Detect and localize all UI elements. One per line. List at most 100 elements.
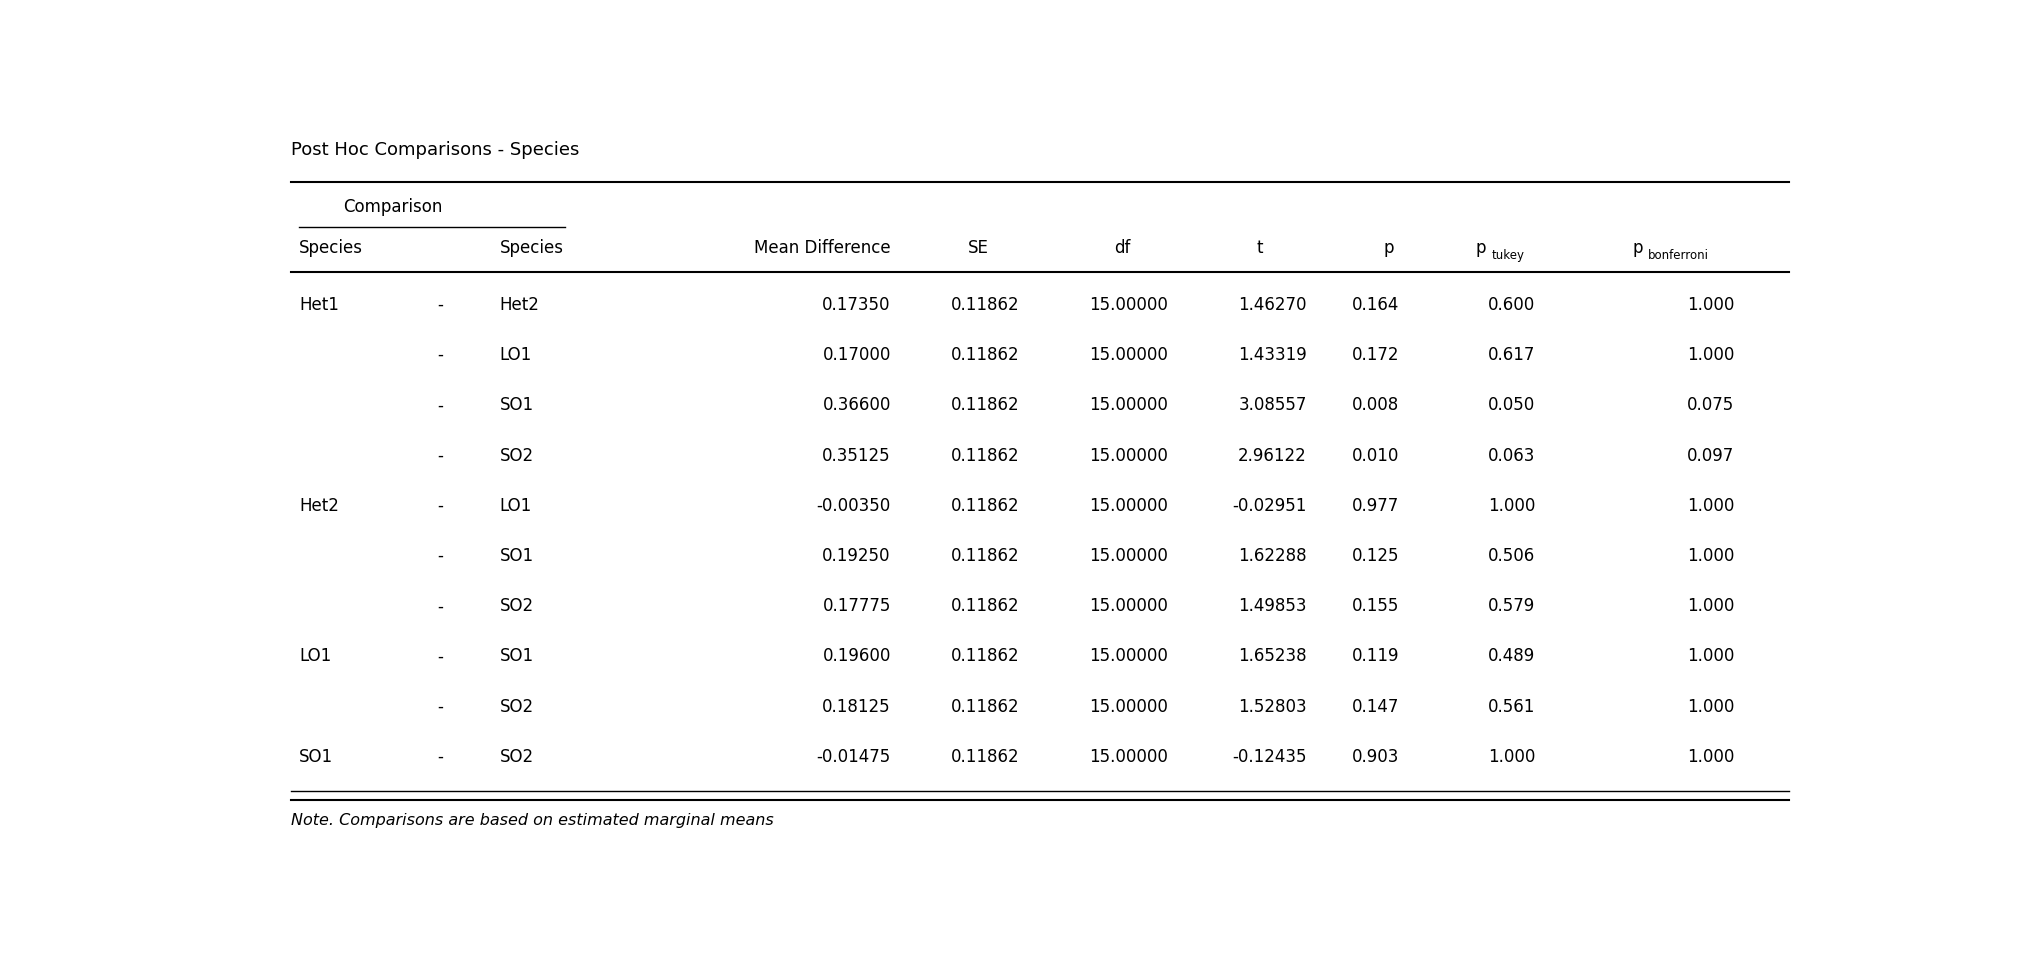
Text: SO1: SO1 (499, 647, 533, 666)
Text: 0.35125: 0.35125 (822, 447, 890, 464)
Text: 15.00000: 15.00000 (1088, 396, 1167, 414)
Text: -: - (438, 647, 442, 666)
Text: 3.08557: 3.08557 (1238, 396, 1306, 414)
Text: 0.11862: 0.11862 (951, 597, 1020, 616)
Text: 1.000: 1.000 (1686, 497, 1734, 515)
Text: 15.00000: 15.00000 (1088, 447, 1167, 464)
Text: -: - (438, 748, 442, 766)
Text: -0.02951: -0.02951 (1234, 497, 1306, 515)
Text: 0.17350: 0.17350 (822, 296, 890, 314)
Text: Mean Difference: Mean Difference (753, 239, 890, 257)
Text: 0.11862: 0.11862 (951, 497, 1020, 515)
Text: p: p (1383, 239, 1395, 257)
Text: 0.600: 0.600 (1488, 296, 1536, 314)
Text: 0.125: 0.125 (1353, 547, 1399, 565)
Text: -0.00350: -0.00350 (816, 497, 890, 515)
Text: Species: Species (299, 239, 363, 257)
Text: SO2: SO2 (499, 698, 533, 715)
Text: -0.01475: -0.01475 (816, 748, 890, 766)
Text: 0.119: 0.119 (1353, 647, 1399, 666)
Text: -: - (438, 296, 442, 314)
Text: 1.000: 1.000 (1488, 497, 1536, 515)
Text: 0.19250: 0.19250 (822, 547, 890, 565)
Text: -: - (438, 698, 442, 715)
Text: Comparison: Comparison (343, 198, 442, 216)
Text: Het1: Het1 (299, 296, 339, 314)
Text: Het2: Het2 (299, 497, 339, 515)
Text: Species: Species (499, 239, 563, 257)
Text: 0.11862: 0.11862 (951, 647, 1020, 666)
Text: LO1: LO1 (499, 497, 531, 515)
Text: p: p (1633, 239, 1643, 257)
Text: 0.172: 0.172 (1353, 346, 1399, 364)
Text: 0.010: 0.010 (1353, 447, 1399, 464)
Text: 0.18125: 0.18125 (822, 698, 890, 715)
Text: SO2: SO2 (499, 447, 533, 464)
Text: 15.00000: 15.00000 (1088, 748, 1167, 766)
Text: 0.977: 0.977 (1353, 497, 1399, 515)
Text: p: p (1476, 239, 1486, 257)
Text: 0.579: 0.579 (1488, 597, 1536, 616)
Text: 1.000: 1.000 (1686, 296, 1734, 314)
Text: 1.62288: 1.62288 (1238, 547, 1306, 565)
Text: 15.00000: 15.00000 (1088, 597, 1167, 616)
Text: 15.00000: 15.00000 (1088, 547, 1167, 565)
Text: SO1: SO1 (499, 547, 533, 565)
Text: 0.155: 0.155 (1353, 597, 1399, 616)
Text: 15.00000: 15.00000 (1088, 346, 1167, 364)
Text: 1.000: 1.000 (1686, 597, 1734, 616)
Text: bonferroni: bonferroni (1648, 248, 1710, 262)
Text: 0.506: 0.506 (1488, 547, 1536, 565)
Text: 0.617: 0.617 (1488, 346, 1536, 364)
Text: 1.000: 1.000 (1686, 647, 1734, 666)
Text: 0.075: 0.075 (1688, 396, 1734, 414)
Text: 0.11862: 0.11862 (951, 396, 1020, 414)
Text: Note. Comparisons are based on estimated marginal means: Note. Comparisons are based on estimated… (291, 813, 773, 828)
Text: 0.11862: 0.11862 (951, 346, 1020, 364)
Text: LO1: LO1 (299, 647, 331, 666)
Text: 0.11862: 0.11862 (951, 296, 1020, 314)
Text: Post Hoc Comparisons - Species: Post Hoc Comparisons - Species (291, 141, 579, 159)
Text: 15.00000: 15.00000 (1088, 497, 1167, 515)
Text: -: - (438, 547, 442, 565)
Text: 0.561: 0.561 (1488, 698, 1536, 715)
Text: 2.96122: 2.96122 (1238, 447, 1306, 464)
Text: 0.489: 0.489 (1488, 647, 1536, 666)
Text: -: - (438, 346, 442, 364)
Text: SE: SE (967, 239, 989, 257)
Text: SO1: SO1 (499, 396, 533, 414)
Text: 0.903: 0.903 (1353, 748, 1399, 766)
Text: SO1: SO1 (299, 748, 333, 766)
Text: 0.063: 0.063 (1488, 447, 1536, 464)
Text: -: - (438, 447, 442, 464)
Text: SO2: SO2 (499, 748, 533, 766)
Text: 0.17775: 0.17775 (822, 597, 890, 616)
Text: 0.050: 0.050 (1488, 396, 1536, 414)
Text: 15.00000: 15.00000 (1088, 647, 1167, 666)
Text: 0.11862: 0.11862 (951, 547, 1020, 565)
Text: 0.097: 0.097 (1688, 447, 1734, 464)
Text: 0.17000: 0.17000 (822, 346, 890, 364)
Text: Het2: Het2 (499, 296, 539, 314)
Text: 0.11862: 0.11862 (951, 748, 1020, 766)
Text: -: - (438, 597, 442, 616)
Text: 1.49853: 1.49853 (1238, 597, 1306, 616)
Text: 0.11862: 0.11862 (951, 447, 1020, 464)
Text: 1.52803: 1.52803 (1238, 698, 1306, 715)
Text: 1.000: 1.000 (1686, 346, 1734, 364)
Text: LO1: LO1 (499, 346, 531, 364)
Text: 0.164: 0.164 (1353, 296, 1399, 314)
Text: 0.008: 0.008 (1353, 396, 1399, 414)
Text: 1.000: 1.000 (1686, 748, 1734, 766)
Text: t: t (1256, 239, 1262, 257)
Text: 1.46270: 1.46270 (1238, 296, 1306, 314)
Text: 1.000: 1.000 (1686, 698, 1734, 715)
Text: -0.12435: -0.12435 (1232, 748, 1306, 766)
Text: -: - (438, 396, 442, 414)
Text: 1.000: 1.000 (1488, 748, 1536, 766)
Text: SO2: SO2 (499, 597, 533, 616)
Text: tukey: tukey (1492, 248, 1524, 262)
Text: 15.00000: 15.00000 (1088, 296, 1167, 314)
Text: 1.65238: 1.65238 (1238, 647, 1306, 666)
Text: -: - (438, 497, 442, 515)
